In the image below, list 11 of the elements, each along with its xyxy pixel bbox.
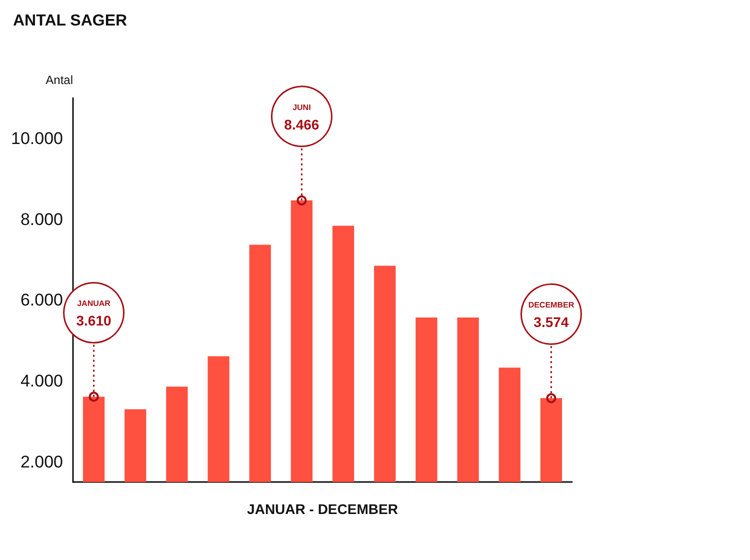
y-tick-label: 6.000 <box>20 290 63 310</box>
y-axis-title: Antal <box>46 73 73 87</box>
data-label: DECEMBER 3.574 <box>528 300 574 330</box>
data-label: JUNI 8.466 <box>284 102 320 132</box>
y-tick-label: 2.000 <box>20 452 63 472</box>
y-tick-label: 8.000 <box>20 210 63 229</box>
x-axis-title: JANUAR - DECEMBER <box>247 501 398 517</box>
y-tick-label: 10.000 <box>10 128 63 148</box>
data-label: JANUAR 3.610 <box>76 299 112 329</box>
chart-title: ANTAL SAGER <box>13 12 128 30</box>
y-tick-label: 4.000 <box>20 371 63 390</box>
